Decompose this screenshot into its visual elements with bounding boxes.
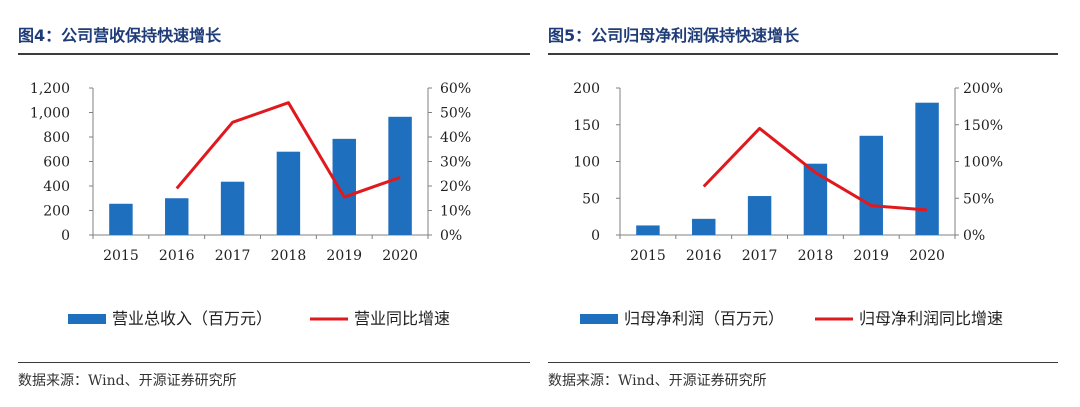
bar [276, 151, 301, 235]
legend-bar-label: 归母净利润（百万元） [624, 309, 784, 328]
category-label: 2020 [382, 248, 418, 264]
right-tick-label: 60% [440, 81, 471, 97]
category-label: 2017 [742, 248, 778, 264]
bar [692, 218, 716, 235]
source-divider [18, 362, 530, 363]
source-note: 数据来源：Wind、开源证券研究所 [18, 373, 237, 389]
right-tick-label: 0% [440, 228, 462, 244]
figure-4-panel: 图4：公司营收保持快速增长 0 200 400 600 800 1,000 1,200 0% 1… [0, 0, 530, 407]
category-label: 2015 [103, 248, 139, 264]
net-profit-chart: 0 50 100 150 200 0% 50% 100% 150% 200% 2015 2016 201… [573, 81, 1003, 328]
bar [332, 138, 356, 235]
plot-area: 0 200 400 600 800 1,000 1,200 0% 10% 20% 30% 40% 50%… [30, 81, 471, 264]
right-tick-label: 50% [963, 191, 994, 207]
legend: 营业总收入（百万元） 营业同比增速 [68, 309, 450, 328]
right-tick-label: 200% [963, 81, 1003, 97]
left-tick-label: 600 [43, 155, 70, 171]
category-label: 2018 [271, 248, 307, 264]
legend-line-label: 营业同比增速 [354, 309, 450, 328]
left-tick-label: 150 [573, 118, 600, 134]
title-divider [18, 53, 530, 55]
category-label: 2020 [909, 248, 945, 264]
left-tick-label: 100 [573, 155, 600, 171]
left-tick-label: 0 [591, 228, 600, 244]
legend-bar-swatch [580, 314, 618, 324]
figure-title: 图4：公司营收保持快速增长 [18, 26, 222, 45]
category-label: 2019 [853, 248, 889, 264]
bar [636, 225, 660, 235]
left-tick-label: 200 [43, 204, 70, 220]
bar [388, 116, 412, 235]
right-tick-label: 20% [440, 179, 471, 195]
category-label: 2019 [326, 248, 362, 264]
bar [165, 198, 189, 235]
right-tick-label: 40% [440, 130, 471, 146]
legend: 归母净利润（百万元） 归母净利润同比增速 [580, 309, 1003, 328]
left-tick-label: 800 [43, 130, 70, 146]
right-tick-label: 100% [963, 155, 1003, 171]
bar [803, 163, 828, 235]
bar [915, 102, 939, 235]
category-label: 2015 [630, 248, 666, 264]
growth-line [702, 126, 928, 212]
right-tick-label: 10% [440, 204, 471, 220]
left-tick-label: 50 [582, 191, 600, 207]
right-tick-label: 0% [963, 228, 985, 244]
bar [109, 203, 133, 235]
category-label: 2016 [159, 248, 195, 264]
title-divider [548, 53, 1058, 55]
growth-line [175, 101, 401, 199]
left-tick-label: 1,000 [30, 106, 70, 122]
legend-bar-label: 营业总收入（百万元） [112, 309, 272, 328]
bar [747, 196, 772, 235]
revenue-chart: 0 200 400 600 800 1,000 1,200 0% 10% 20% 30% 40% 50%… [30, 81, 471, 328]
right-tick-label: 150% [963, 118, 1003, 134]
bar [859, 135, 883, 235]
source-note: 数据来源：Wind、开源证券研究所 [548, 373, 767, 389]
figure-title: 图5：公司归母净利润保持快速增长 [548, 26, 800, 45]
legend-bar-swatch [68, 314, 106, 324]
source-divider [548, 362, 1058, 363]
left-tick-label: 0 [61, 228, 70, 244]
category-label: 2017 [215, 248, 251, 264]
left-tick-label: 1,200 [30, 81, 70, 97]
category-label: 2016 [686, 248, 722, 264]
bar [220, 181, 245, 235]
legend-line-label: 归母净利润同比增速 [859, 309, 1003, 328]
plot-area: 0 50 100 150 200 0% 50% 100% 150% 200% 2015 2016 201… [573, 81, 1003, 264]
left-tick-label: 400 [43, 179, 70, 195]
category-label: 2018 [798, 248, 834, 264]
right-tick-label: 50% [440, 106, 471, 122]
figure-5-panel: 图5：公司归母净利润保持快速增长 0 50 100 150 200 0% 50% 100% 15… [548, 0, 1080, 407]
right-tick-label: 30% [440, 155, 471, 171]
left-tick-label: 200 [573, 81, 600, 97]
